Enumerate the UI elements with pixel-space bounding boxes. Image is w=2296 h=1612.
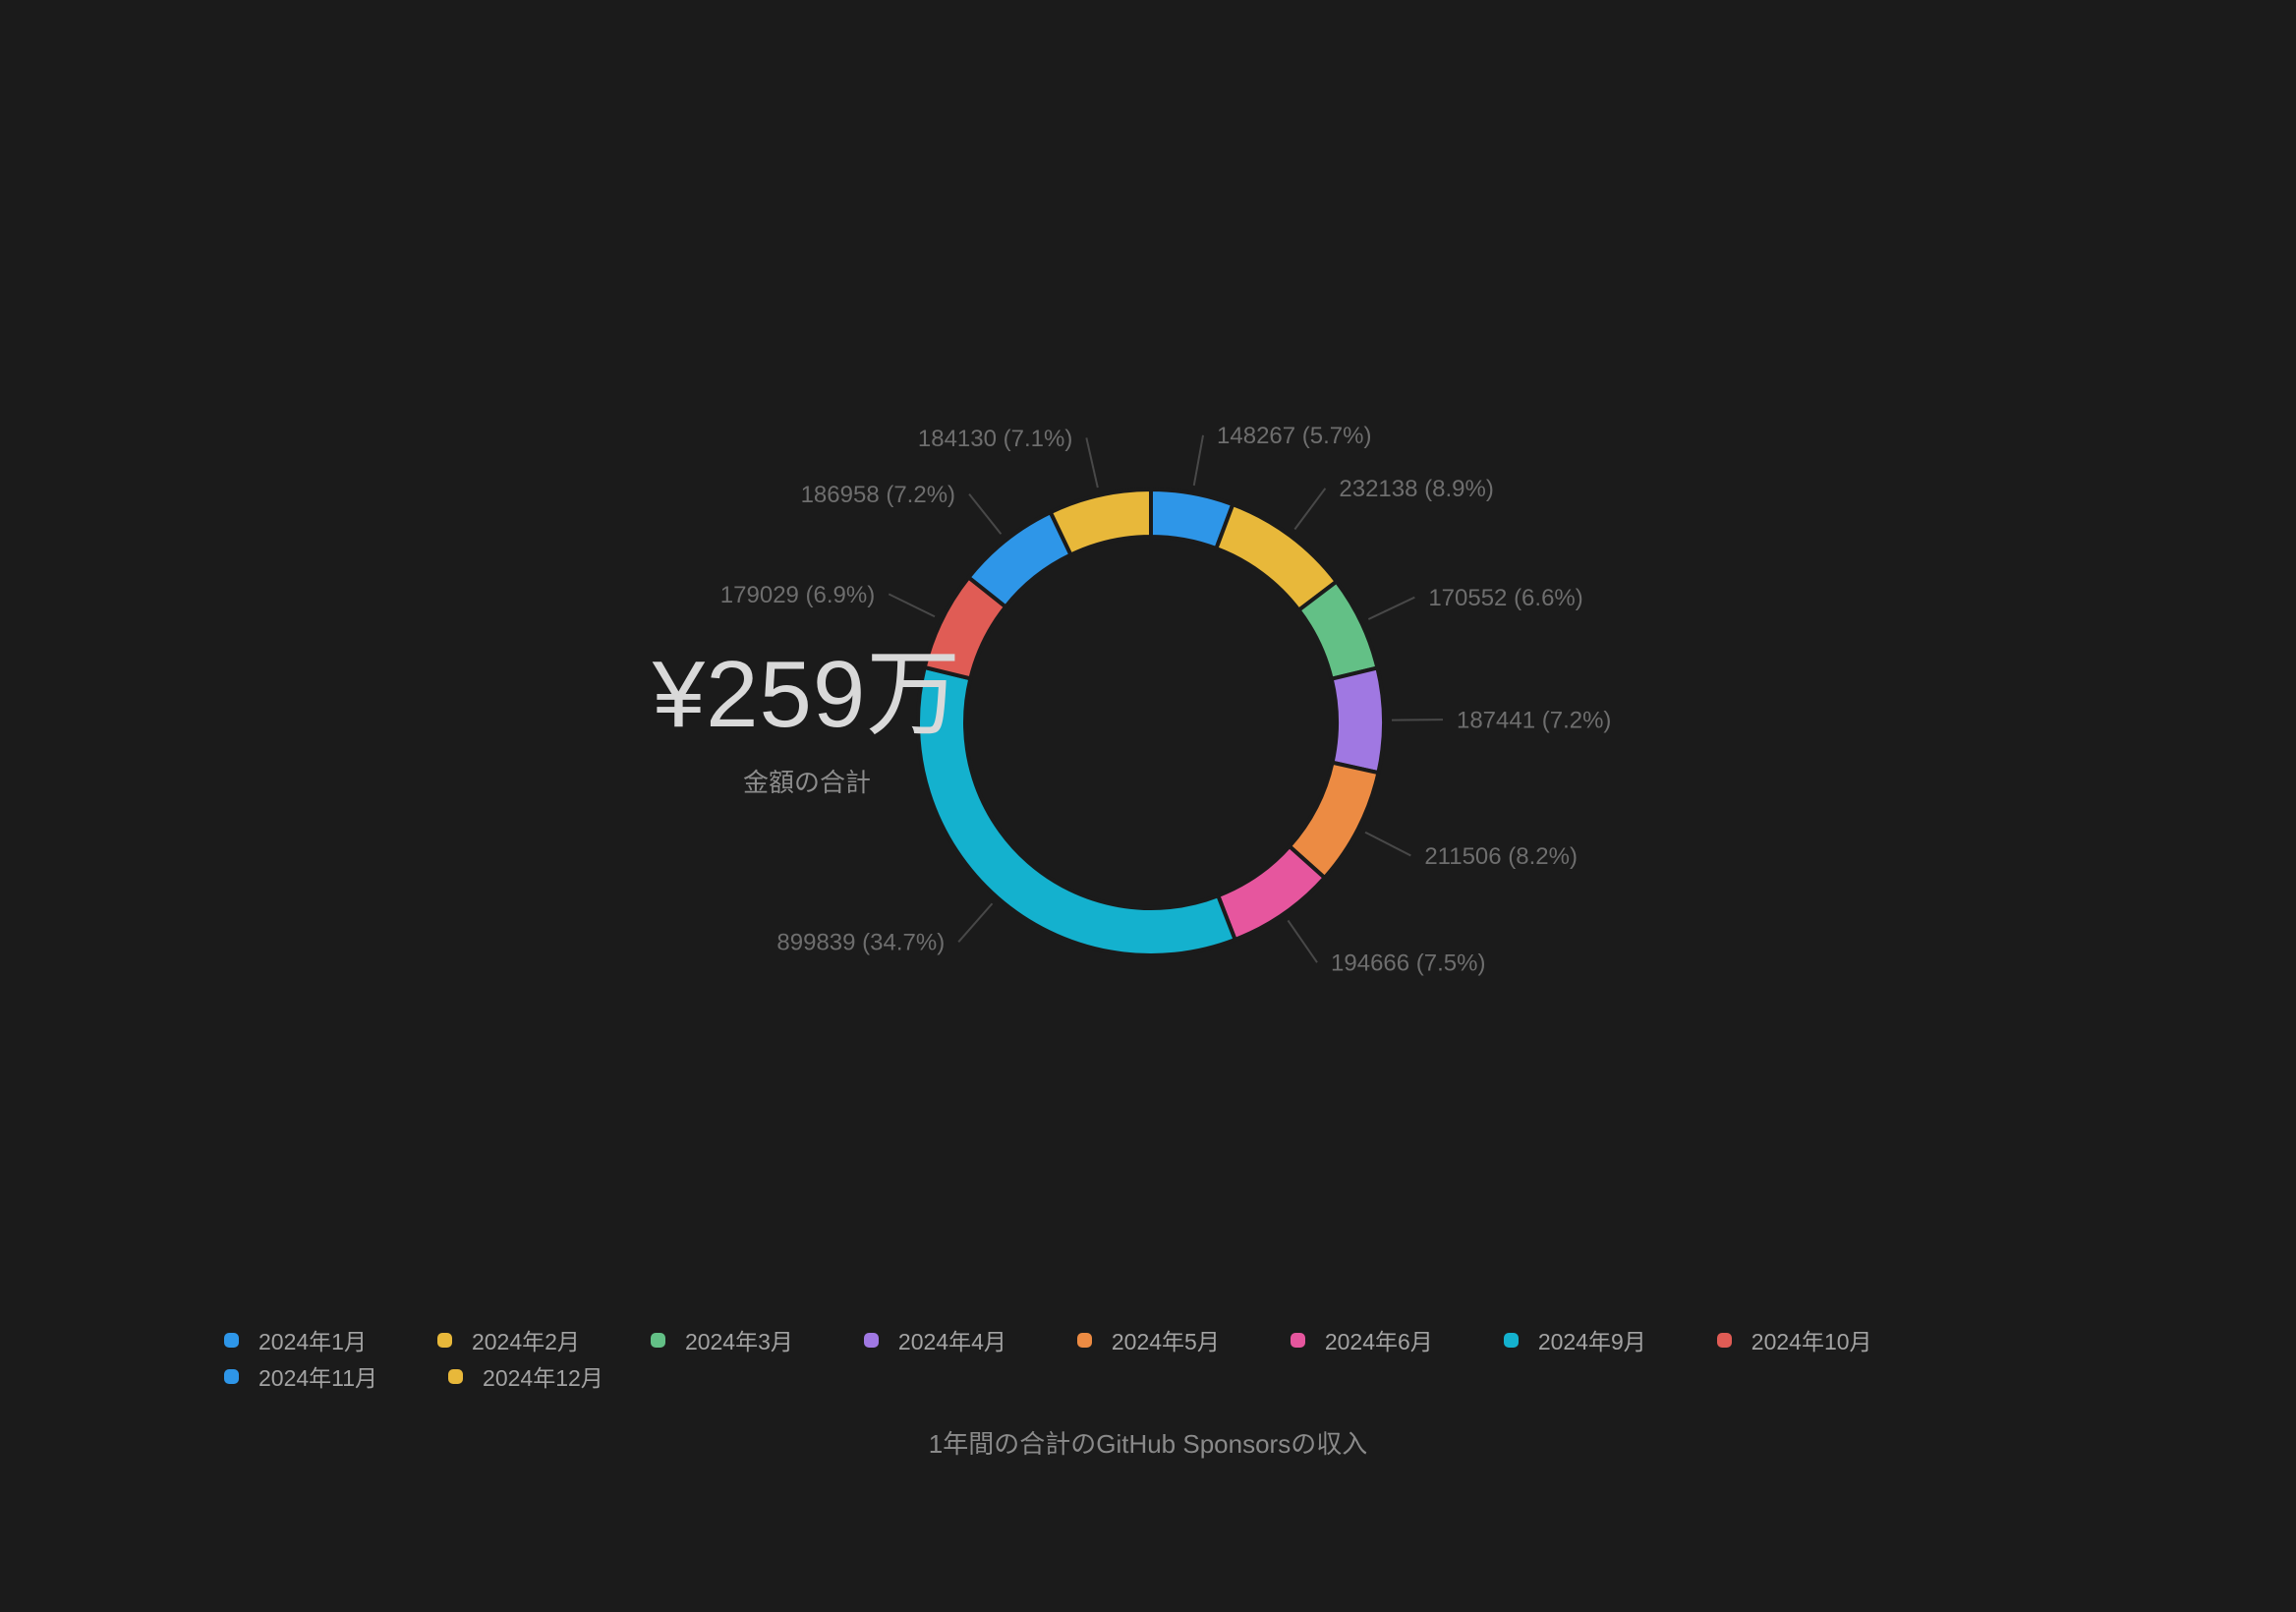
callout-line-2024年5月: [1364, 831, 1411, 857]
legend-item-2024年2月[interactable]: 2024年2月: [436, 1325, 580, 1354]
callout-line-2024年9月: [957, 902, 994, 943]
legend-label: 2024年2月: [471, 1329, 580, 1354]
callout-label-2024年2月: 232138 (8.9%): [1339, 476, 1493, 502]
callout-line-2024年12月: [1085, 437, 1099, 489]
legend-label: 2024年11月: [258, 1365, 378, 1391]
legend-item-2024年3月[interactable]: 2024年3月: [650, 1325, 793, 1354]
callout-line-2024年6月: [1287, 919, 1318, 963]
legend-item-2024年6月[interactable]: 2024年6月: [1290, 1325, 1433, 1354]
callout-line-2024年3月: [1367, 596, 1415, 620]
legend-swatch-icon: [1290, 1332, 1305, 1348]
legend-swatch-icon: [224, 1332, 239, 1348]
legend-item-2024年12月[interactable]: 2024年12月: [448, 1361, 603, 1391]
legend-label: 2024年6月: [1324, 1329, 1433, 1354]
legend-swatch-icon: [863, 1332, 879, 1348]
callout-label-2024年1月: 148267 (5.7%): [1217, 423, 1371, 449]
legend-item-2024年11月[interactable]: 2024年11月: [224, 1361, 377, 1391]
callout-label-2024年4月: 187441 (7.2%): [1457, 708, 1611, 734]
legend-swatch-icon: [1503, 1332, 1519, 1348]
legend-item-2024年9月[interactable]: 2024年9月: [1503, 1325, 1646, 1354]
legend-label: 2024年4月: [897, 1329, 1006, 1354]
legend-swatch-icon: [650, 1332, 665, 1348]
legend-label: 2024年12月: [483, 1365, 603, 1391]
donut-slice-2024年4月[interactable]: [1329, 665, 1386, 776]
callout-label-2024年10月: 179029 (6.9%): [720, 582, 875, 608]
donut-slice-2024年12月[interactable]: [1048, 487, 1153, 558]
callout-line-2024年1月: [1192, 434, 1205, 487]
legend-label: 2024年9月: [1537, 1329, 1646, 1354]
legend-label: 2024年3月: [684, 1329, 793, 1354]
legend-item-2024年5月[interactable]: 2024年5月: [1076, 1325, 1220, 1354]
callout-line-2024年11月: [968, 493, 1003, 535]
callout-label-2024年5月: 211506 (8.2%): [1424, 843, 1578, 870]
chart-legend: 2024年1月 2024年2月 2024年3月 2024年4月 2024年5月 2024年…: [224, 1325, 2072, 1391]
legend-swatch-icon: [1076, 1332, 1092, 1348]
legend-swatch-icon: [224, 1368, 239, 1384]
legend-item-2024年10月[interactable]: 2024年10月: [1716, 1325, 1872, 1354]
legend-swatch-icon: [436, 1332, 452, 1348]
legend-label: 2024年1月: [258, 1329, 367, 1354]
legend-swatch-icon: [448, 1368, 464, 1384]
donut-slice-2024年9月[interactable]: [916, 664, 1238, 957]
callout-line-2024年2月: [1293, 488, 1327, 531]
callout-label-2024年9月: 899839 (34.7%): [776, 930, 945, 956]
legend-label: 2024年10月: [1751, 1329, 1872, 1354]
callout-label-2024年12月: 184130 (7.1%): [918, 426, 1072, 452]
chart-caption: 1年間の合計のGitHub Sponsorsの収入: [928, 1429, 1368, 1459]
callout-label-2024年6月: 194666 (7.5%): [1331, 950, 1485, 977]
legend-label: 2024年5月: [1111, 1329, 1220, 1354]
legend-item-2024年4月[interactable]: 2024年4月: [863, 1325, 1006, 1354]
legend-item-2024年1月[interactable]: 2024年1月: [224, 1325, 367, 1354]
callout-line-2024年10月: [888, 593, 936, 618]
legend-swatch-icon: [1716, 1332, 1732, 1348]
callout-label-2024年3月: 170552 (6.6%): [1428, 585, 1582, 611]
callout-label-2024年11月: 186958 (7.2%): [801, 482, 955, 508]
